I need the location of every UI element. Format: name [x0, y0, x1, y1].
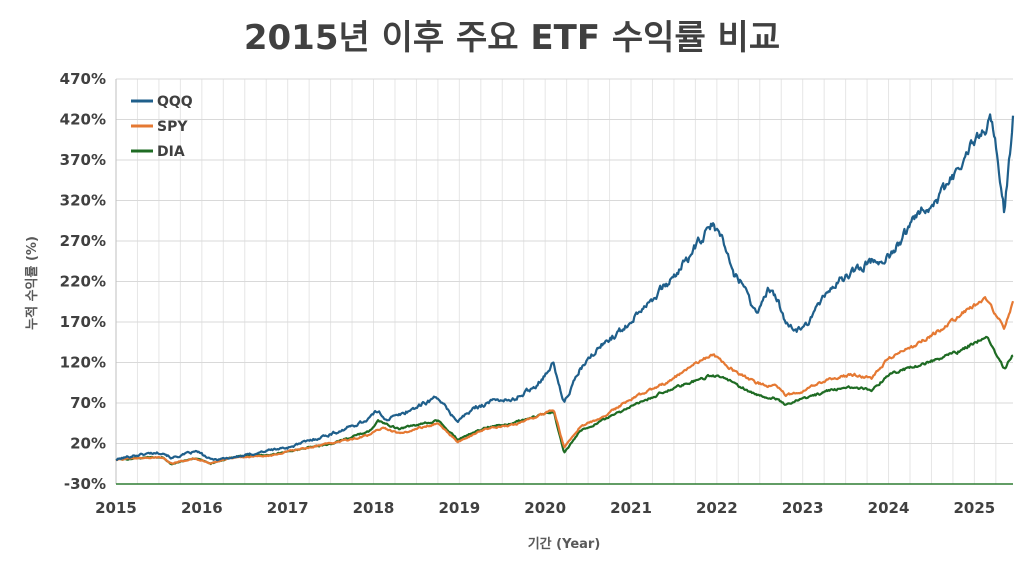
series-lines	[115, 113, 1015, 466]
chart-title: 2015년 이후 주요 ETF 수익률 비교	[243, 18, 781, 58]
y-tick-label: 220%	[60, 273, 106, 291]
x-axis-title: 기간 (Year)	[528, 536, 601, 552]
x-tick-label: 2019	[438, 499, 480, 517]
y-tick-label: 170%	[60, 313, 106, 331]
x-tick-label: 2018	[353, 499, 395, 517]
y-axis-title: 누적 수익률 (%)	[24, 236, 40, 330]
x-tick-label: 2023	[782, 499, 824, 517]
y-tick-label: 470%	[60, 70, 106, 88]
y-tick-label: -30%	[64, 475, 106, 493]
grid	[115, 78, 1013, 485]
y-tick-label: 70%	[70, 394, 106, 412]
axes	[115, 79, 1013, 485]
y-tick-label: 120%	[60, 354, 106, 372]
x-tick-label: 2025	[953, 499, 995, 517]
x-tick-label: 2017	[267, 499, 309, 517]
x-tick-label: 2016	[181, 499, 223, 517]
y-tick-label: 320%	[60, 192, 106, 210]
x-tick-label: 2022	[696, 499, 738, 517]
legend: QQQ SPY DIA	[131, 94, 193, 160]
series-line-spy	[115, 296, 1015, 465]
x-tick-label: 2020	[524, 499, 566, 517]
y-tick-label: 270%	[60, 232, 106, 250]
legend-label-dia: DIA	[157, 144, 185, 160]
legend-label-qqq: QQQ	[157, 94, 193, 110]
y-tick-label: 20%	[70, 435, 106, 453]
x-tick-label: 2021	[610, 499, 652, 517]
x-tick-label: 2024	[868, 499, 910, 517]
x-tick-label: 2015	[95, 499, 137, 517]
y-tick-label: 420%	[60, 111, 106, 129]
x-tick-labels: 2015 2016 2017 2018 2019 2020 2021 2022 2023 2024…	[95, 499, 995, 517]
y-tick-label: 370%	[60, 151, 106, 169]
legend-label-spy: SPY	[157, 119, 188, 135]
y-tick-labels: -30% 20% 70% 120% 170% 220% 270% 320% 370% 420% 47…	[60, 70, 106, 493]
series-line-qqq	[115, 113, 1015, 462]
